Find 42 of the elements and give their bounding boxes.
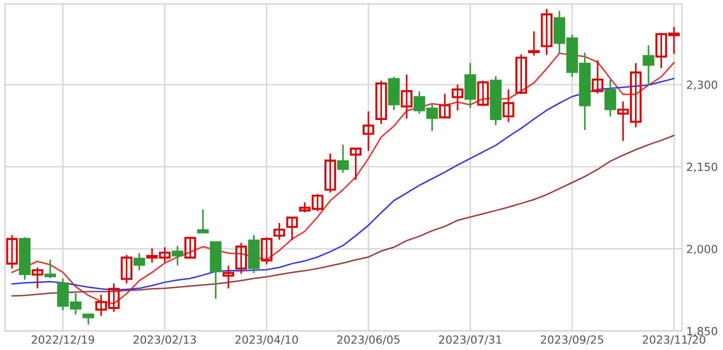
candlestick bbox=[464, 62, 476, 108]
x-tick-label: 2022/12/19 bbox=[32, 335, 94, 345]
x-tick-label: 2023/11/20 bbox=[642, 335, 706, 345]
candlestick bbox=[197, 209, 209, 234]
candlestick bbox=[400, 74, 412, 119]
candlestick bbox=[604, 79, 616, 117]
candlestick bbox=[235, 242, 247, 274]
x-tick-label: 2023/09/25 bbox=[540, 335, 604, 345]
x-tick-label: 2023/06/05 bbox=[337, 335, 400, 345]
x-tick-label: 2023/07/31 bbox=[439, 335, 502, 345]
candlestick bbox=[6, 234, 18, 269]
candlestick bbox=[337, 144, 349, 173]
y-tick-label: 2,300 bbox=[686, 80, 718, 90]
candlestick bbox=[133, 253, 146, 270]
candlestick bbox=[274, 222, 286, 240]
candlestick bbox=[324, 153, 336, 193]
candlestick bbox=[82, 314, 94, 325]
x-tick-label: 2023/04/10 bbox=[235, 335, 298, 345]
candlestick bbox=[222, 266, 234, 288]
candlestick bbox=[540, 8, 552, 56]
candlestick bbox=[515, 54, 528, 94]
candlestick bbox=[120, 254, 132, 284]
candlestick bbox=[477, 80, 489, 106]
candlestick bbox=[172, 246, 184, 266]
y-tick-label: 1,850 bbox=[687, 326, 718, 337]
candlestick bbox=[350, 148, 362, 180]
candlestick bbox=[286, 216, 298, 240]
candlestick bbox=[452, 84, 464, 110]
x-tick-label: 2023/02/13 bbox=[134, 335, 196, 345]
candlestick bbox=[439, 94, 451, 118]
y-tick-label: 2,150 bbox=[686, 162, 718, 172]
candlestick bbox=[375, 80, 387, 124]
candlestick bbox=[260, 237, 272, 264]
candlestick bbox=[592, 60, 604, 94]
y-tick-label: 2,000 bbox=[686, 244, 718, 254]
candlestick bbox=[528, 31, 540, 56]
candlestick bbox=[362, 111, 374, 152]
candlestick bbox=[44, 260, 56, 278]
candlestick bbox=[184, 236, 196, 259]
candlestick bbox=[32, 267, 44, 288]
candlestick bbox=[502, 89, 514, 122]
candlestick bbox=[642, 45, 654, 86]
